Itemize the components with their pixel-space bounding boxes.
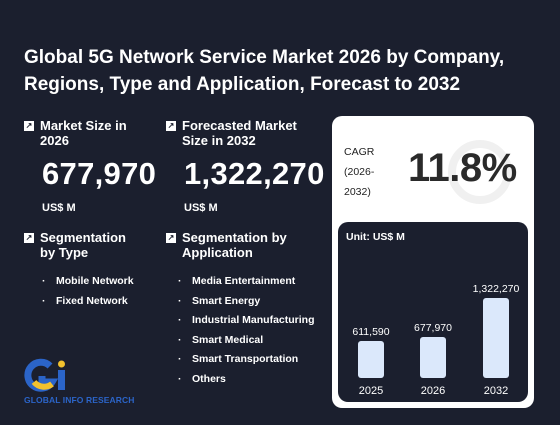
chart-unit-label: Unit: US$ M (346, 231, 405, 243)
x-tick-label: 2026 (421, 385, 445, 397)
bar-chart: Unit: US$ M 611,590 2025 677,970 2026 1,322,2… (346, 231, 520, 397)
brand-logo: GLOBAL INFO RESEARCH (24, 358, 144, 408)
cagr-label: CAGR (2026-2032) (344, 146, 375, 198)
segmentation-application-item: Media Entertainment (178, 272, 332, 292)
arrow-icon: ↗ (24, 121, 34, 131)
forecast-unit: US$ M (184, 202, 218, 214)
segmentation-type-item: Fixed Network (42, 292, 164, 312)
x-tick-label: 2032 (484, 385, 508, 397)
segmentation-application-item: Smart Medical (178, 331, 332, 351)
forecast-value: 1,322,270 (184, 156, 325, 191)
bar (420, 336, 446, 378)
segmentation-application-label: Segmentation by Application (182, 230, 287, 260)
watermark-logo (448, 140, 512, 204)
bar (358, 340, 384, 378)
segmentation-type-item: Mobile Network (42, 272, 164, 292)
gi-logo-icon (24, 358, 65, 392)
logo-text: GLOBAL INFO RESEARCH (24, 395, 135, 405)
market-size-value: 677,970 (42, 156, 157, 191)
x-tick-label: 2025 (359, 385, 383, 397)
segmentation-type-block: ↗ Segmentation by Type Mobile NetworkFix… (24, 230, 164, 311)
market-size-block: ↗ Market Size in 2026 677,970 US$ M (24, 118, 164, 214)
page-title: Global 5G Network Service Market 2026 by… (24, 47, 505, 95)
arrow-icon: ↗ (24, 233, 34, 243)
forecast-label: Forecasted Market Size in 2032 (182, 118, 297, 148)
bar-value-label: 1,322,270 (473, 283, 520, 295)
arrow-icon: ↗ (166, 121, 176, 131)
segmentation-application-item: Smart Energy (178, 292, 332, 312)
cagr-value: 11.8% (408, 146, 517, 190)
bar-value-label: 611,590 (352, 326, 389, 338)
segmentation-application-item: Smart Transportation (178, 350, 332, 370)
cagr-card: CAGR (2026-2032) 11.8% (332, 116, 534, 216)
market-size-label: Market Size in 2026 (40, 118, 127, 148)
chart-panel: Unit: US$ M 611,590 2025 677,970 2026 1,322,2… (338, 222, 528, 402)
forecast-block: ↗ Forecasted Market Size in 2032 1,322,2… (166, 118, 332, 214)
bar-value-label: 677,970 (414, 322, 452, 334)
segmentation-application-item: Others (178, 370, 332, 390)
segmentation-type-label: Segmentation by Type (40, 230, 126, 260)
bar (483, 298, 509, 378)
segmentation-application-item: Industrial Manufacturing (178, 311, 332, 331)
arrow-icon: ↗ (166, 233, 176, 243)
segmentation-application-block: ↗ Segmentation by Application Media Ente… (166, 230, 332, 389)
chart-card: Unit: US$ M 611,590 2025 677,970 2026 1,322,2… (332, 216, 534, 408)
market-size-unit: US$ M (42, 202, 76, 214)
